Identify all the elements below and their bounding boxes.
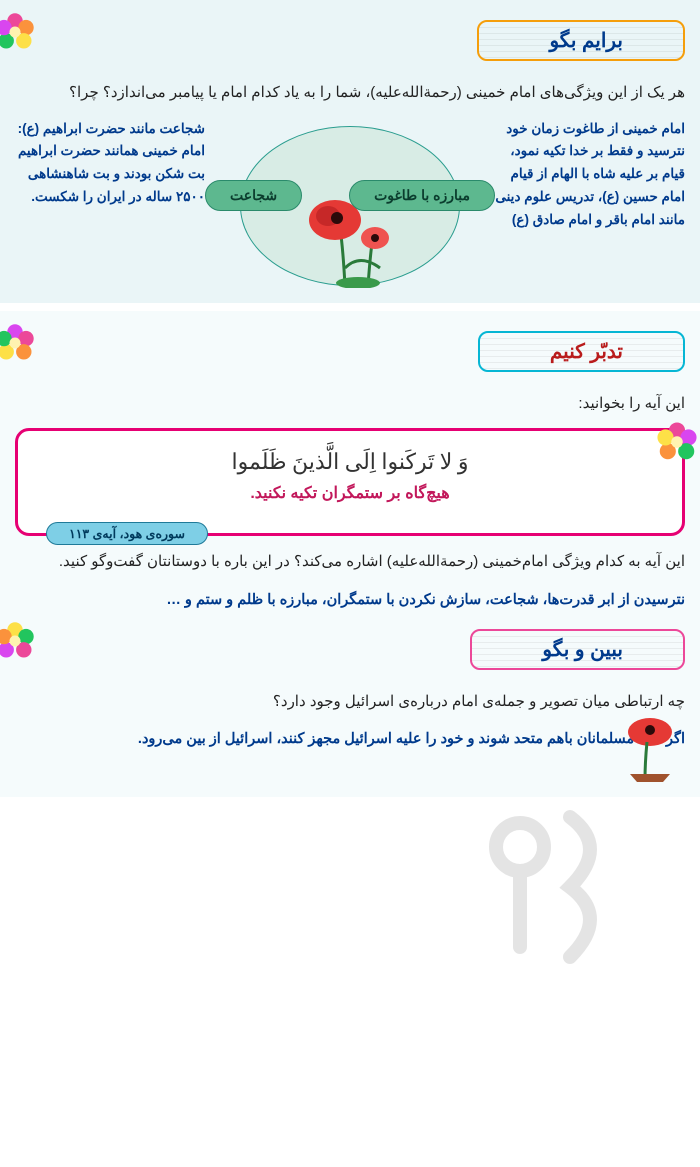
- banner-title: ببین و بگو: [470, 629, 685, 670]
- flowerpot-icon: [605, 712, 685, 782]
- banner-title: برایم بگو: [477, 20, 685, 61]
- flower-icon: [654, 419, 700, 465]
- flower-icon: [0, 321, 37, 365]
- section-tell-me: برایم بگو هر یک از این ویژگی‌های امام خم…: [0, 0, 700, 303]
- verse-translation: هیچ‌گاه بر ستمگران تکیه نکنید.: [48, 483, 652, 503]
- tag-courage: شجاعت: [205, 180, 302, 211]
- tag-fight-taghut: مبارزه با طاغوت: [349, 180, 495, 211]
- answer-text: نترسیدن از ابر قدرت‌ها، شجاعت، سازش نکرد…: [15, 587, 685, 613]
- watermark: [0, 797, 700, 977]
- note-left: شجاعت مانند حضرت ابراهیم (ع): امام خمینی…: [15, 118, 205, 210]
- banner-see-say: ببین و بگو: [15, 629, 685, 670]
- note-right: امام خمینی از طاغوت زمان خود نترسید و فق…: [495, 118, 685, 233]
- banner-title: تدبّر کنیم: [478, 331, 685, 372]
- verse-arabic: وَ لا تَرکَنوا اِلَی الَّذینَ ظَلَموا: [48, 449, 652, 475]
- verse-reference: سوره‌ی هود، آیه‌ی ۱۱۳: [46, 522, 208, 545]
- answer-text: اگر همه مسلمانان باهم متحد شوند و خود را…: [15, 726, 685, 752]
- pot-corner-wrap: [15, 752, 685, 782]
- question-text: چه ارتباطی میان تصویر و جمله‌ی امام دربا…: [15, 688, 685, 717]
- question-text: این آیه به کدام ویژگی امام‌خمینی (رحمة‌ا…: [15, 548, 685, 577]
- intro-text: این آیه را بخوانید:: [15, 390, 685, 419]
- diagram-center: مبارزه با طاغوت شجاعت: [215, 118, 485, 288]
- banner-reflect: تدبّر کنیم: [15, 331, 685, 372]
- banner-tell-me: برایم بگو: [15, 20, 685, 61]
- verse-box: وَ لا تَرکَنوا اِلَی الَّذینَ ظَلَموا هی…: [15, 428, 685, 536]
- poppy-flower-icon: [290, 198, 410, 288]
- flower-icon: [0, 10, 37, 54]
- diagram-row: امام خمینی از طاغوت زمان خود نترسید و فق…: [15, 118, 685, 288]
- intro-text: هر یک از این ویژگی‌های امام خمینی (رحمة‌…: [15, 79, 685, 108]
- flower-icon: [0, 619, 37, 663]
- section-reflect: تدبّر کنیم این آیه را بخوانید:: [0, 311, 700, 798]
